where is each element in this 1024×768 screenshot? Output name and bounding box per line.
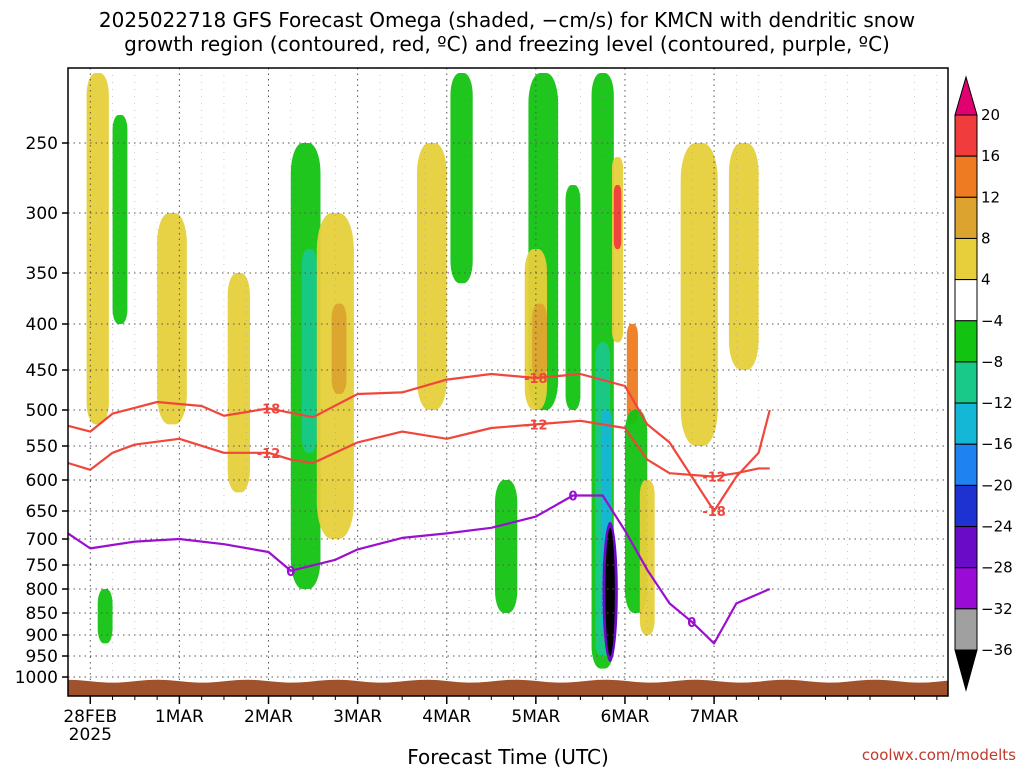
- colorbar-label-0: 20: [981, 106, 1000, 124]
- contour-label-dgz-minus18-1: -18: [524, 372, 548, 387]
- y-tick-label-700: 700: [26, 530, 58, 550]
- omega-blob-11: [495, 480, 518, 613]
- colorbar-box-12: [954, 608, 978, 651]
- y-tick-label-850: 850: [26, 604, 58, 624]
- colorbar-label-10: −24: [981, 518, 1013, 536]
- terrain-surface: [68, 679, 948, 696]
- x-tick-label-4MAR: 4MAR: [422, 707, 471, 727]
- omega-blob-23: [639, 480, 655, 635]
- contour-label-freezing-level-1: 0: [568, 490, 577, 505]
- y-tick-label-500: 500: [26, 401, 58, 421]
- y-tick-label-950: 950: [26, 647, 58, 667]
- contour-label-dgz-minus12-0: -12: [257, 447, 281, 462]
- omega-blob-24: [680, 143, 718, 446]
- colorbar-box-11: [954, 567, 978, 610]
- colorbar-label-2: 12: [981, 188, 1000, 206]
- x-tick-label-6MAR: 6MAR: [600, 707, 649, 727]
- x-tick-label-28FEB: 28FEB: [63, 707, 117, 727]
- colorbar-label-1: 16: [981, 147, 1000, 165]
- omega-blob-14: [532, 303, 547, 378]
- x-tick-label-5MAR: 5MAR: [511, 707, 560, 727]
- colorbar-box-10: [954, 526, 978, 569]
- y-tick-label-900: 900: [26, 626, 58, 646]
- omega-blob-4: [227, 273, 250, 493]
- colorbar-box-3: [954, 237, 978, 281]
- chart-title-line-1: 2025022718 GFS Forecast Omega (shaded, −…: [99, 8, 915, 32]
- omega-blob-15: [565, 185, 581, 410]
- contour-dgz-minus18: [67, 372, 771, 513]
- chart-title-line-2: growth region (contoured, red, ºC) and f…: [124, 32, 890, 56]
- colorbar-label-3: 8: [981, 229, 991, 247]
- colorbar-box-4: [954, 279, 978, 322]
- plot-area: -12 -12 -12 -18 -18 -18 0 0 0: [67, 67, 949, 697]
- omega-blob-10: [450, 73, 473, 284]
- omega-blob-1: [97, 589, 113, 644]
- colorbar-label-11: −28: [981, 559, 1013, 577]
- contour-label-dgz-minus12-2: -12: [702, 471, 726, 486]
- colorbar-label-9: −20: [981, 476, 1013, 494]
- omega-blob-8: [331, 303, 347, 394]
- colorbar-label-8: −16: [981, 435, 1013, 453]
- y-tick-label-550: 550: [26, 437, 58, 457]
- y-tick-label-250: 250: [26, 134, 58, 154]
- colorbar-box-0: [954, 114, 978, 157]
- colorbar-box-5: [954, 320, 978, 363]
- colorbar-label-12: −32: [981, 600, 1013, 618]
- colorbar-bottom-triangle: [954, 649, 978, 692]
- colorbar-label-4: 4: [981, 271, 991, 289]
- y-tick-label-350: 350: [26, 264, 58, 284]
- contour-freezing-level: [67, 494, 771, 645]
- credit-text: coolwx.com/modelts: [862, 746, 1016, 764]
- colorbar-box-6: [954, 361, 978, 404]
- colorbar-label-5: −4: [981, 312, 1003, 330]
- y-tick-label-450: 450: [26, 361, 58, 381]
- x-axis-label: Forecast Time (UTC): [407, 745, 609, 768]
- colorbar-label-13: −36: [981, 641, 1013, 659]
- omega-blob-21: [626, 324, 638, 425]
- omega-blob-6: [301, 249, 317, 453]
- x-tick-label-3MAR: 3MAR: [333, 707, 382, 727]
- y-tick-label-650: 650: [26, 502, 58, 522]
- colorbar-box-1: [954, 155, 978, 198]
- y-tick-label-800: 800: [26, 580, 58, 600]
- omega-blob-0: [86, 73, 109, 425]
- contour-label-dgz-minus18-2: -18: [702, 505, 726, 520]
- contour-label-freezing-level-0: 0: [286, 565, 295, 580]
- y-tick-label-1000: 1000: [15, 668, 58, 688]
- contour-label-freezing-level-2: 0: [687, 616, 696, 631]
- y-axis: 2503003504004505005506006507007508008509…: [15, 134, 68, 688]
- omega-blob-9: [417, 143, 447, 410]
- x-tick-label-2MAR: 2MAR: [244, 707, 293, 727]
- y-tick-label-600: 600: [26, 471, 58, 491]
- colorbar-box-9: [954, 484, 978, 528]
- omega-blob-20: [613, 185, 622, 249]
- omega-core-blob: [605, 527, 615, 657]
- colorbar-box-2: [954, 196, 978, 239]
- y-tick-label-400: 400: [26, 315, 58, 335]
- colorbar-box-7: [954, 402, 978, 445]
- terrain-band: [68, 679, 948, 696]
- colorbar-top-triangle: [954, 75, 978, 116]
- omega-blob-3: [157, 213, 187, 425]
- contour-label-dgz-minus12-1: -12: [524, 418, 548, 433]
- x-tick-sublabel-28FEB: 2025: [69, 725, 112, 745]
- plot-frame: [67, 67, 949, 697]
- omega-blob-19: [611, 157, 624, 343]
- x-tick-label-7MAR: 7MAR: [690, 707, 739, 727]
- x-tick-label-1MAR: 1MAR: [155, 707, 204, 727]
- y-tick-label-300: 300: [26, 204, 58, 224]
- gridlines: [68, 68, 948, 696]
- omega-blob-25: [728, 143, 759, 370]
- y-tick-label-750: 750: [26, 556, 58, 576]
- omega-blob-2: [112, 115, 128, 324]
- contour-label-dgz-minus18-0: -18: [257, 402, 281, 417]
- colorbar-label-6: −8: [981, 353, 1003, 371]
- colorbar-label-7: −12: [981, 394, 1013, 412]
- colorbar-legend: 20 16 12 8 4 −4 −8 −12 −16 −20 −24 −28 −32 −36: [954, 75, 1013, 692]
- contours: -12 -12 -12 -18 -18 -18 0 0 0: [67, 372, 771, 645]
- colorbar-box-8: [954, 443, 978, 486]
